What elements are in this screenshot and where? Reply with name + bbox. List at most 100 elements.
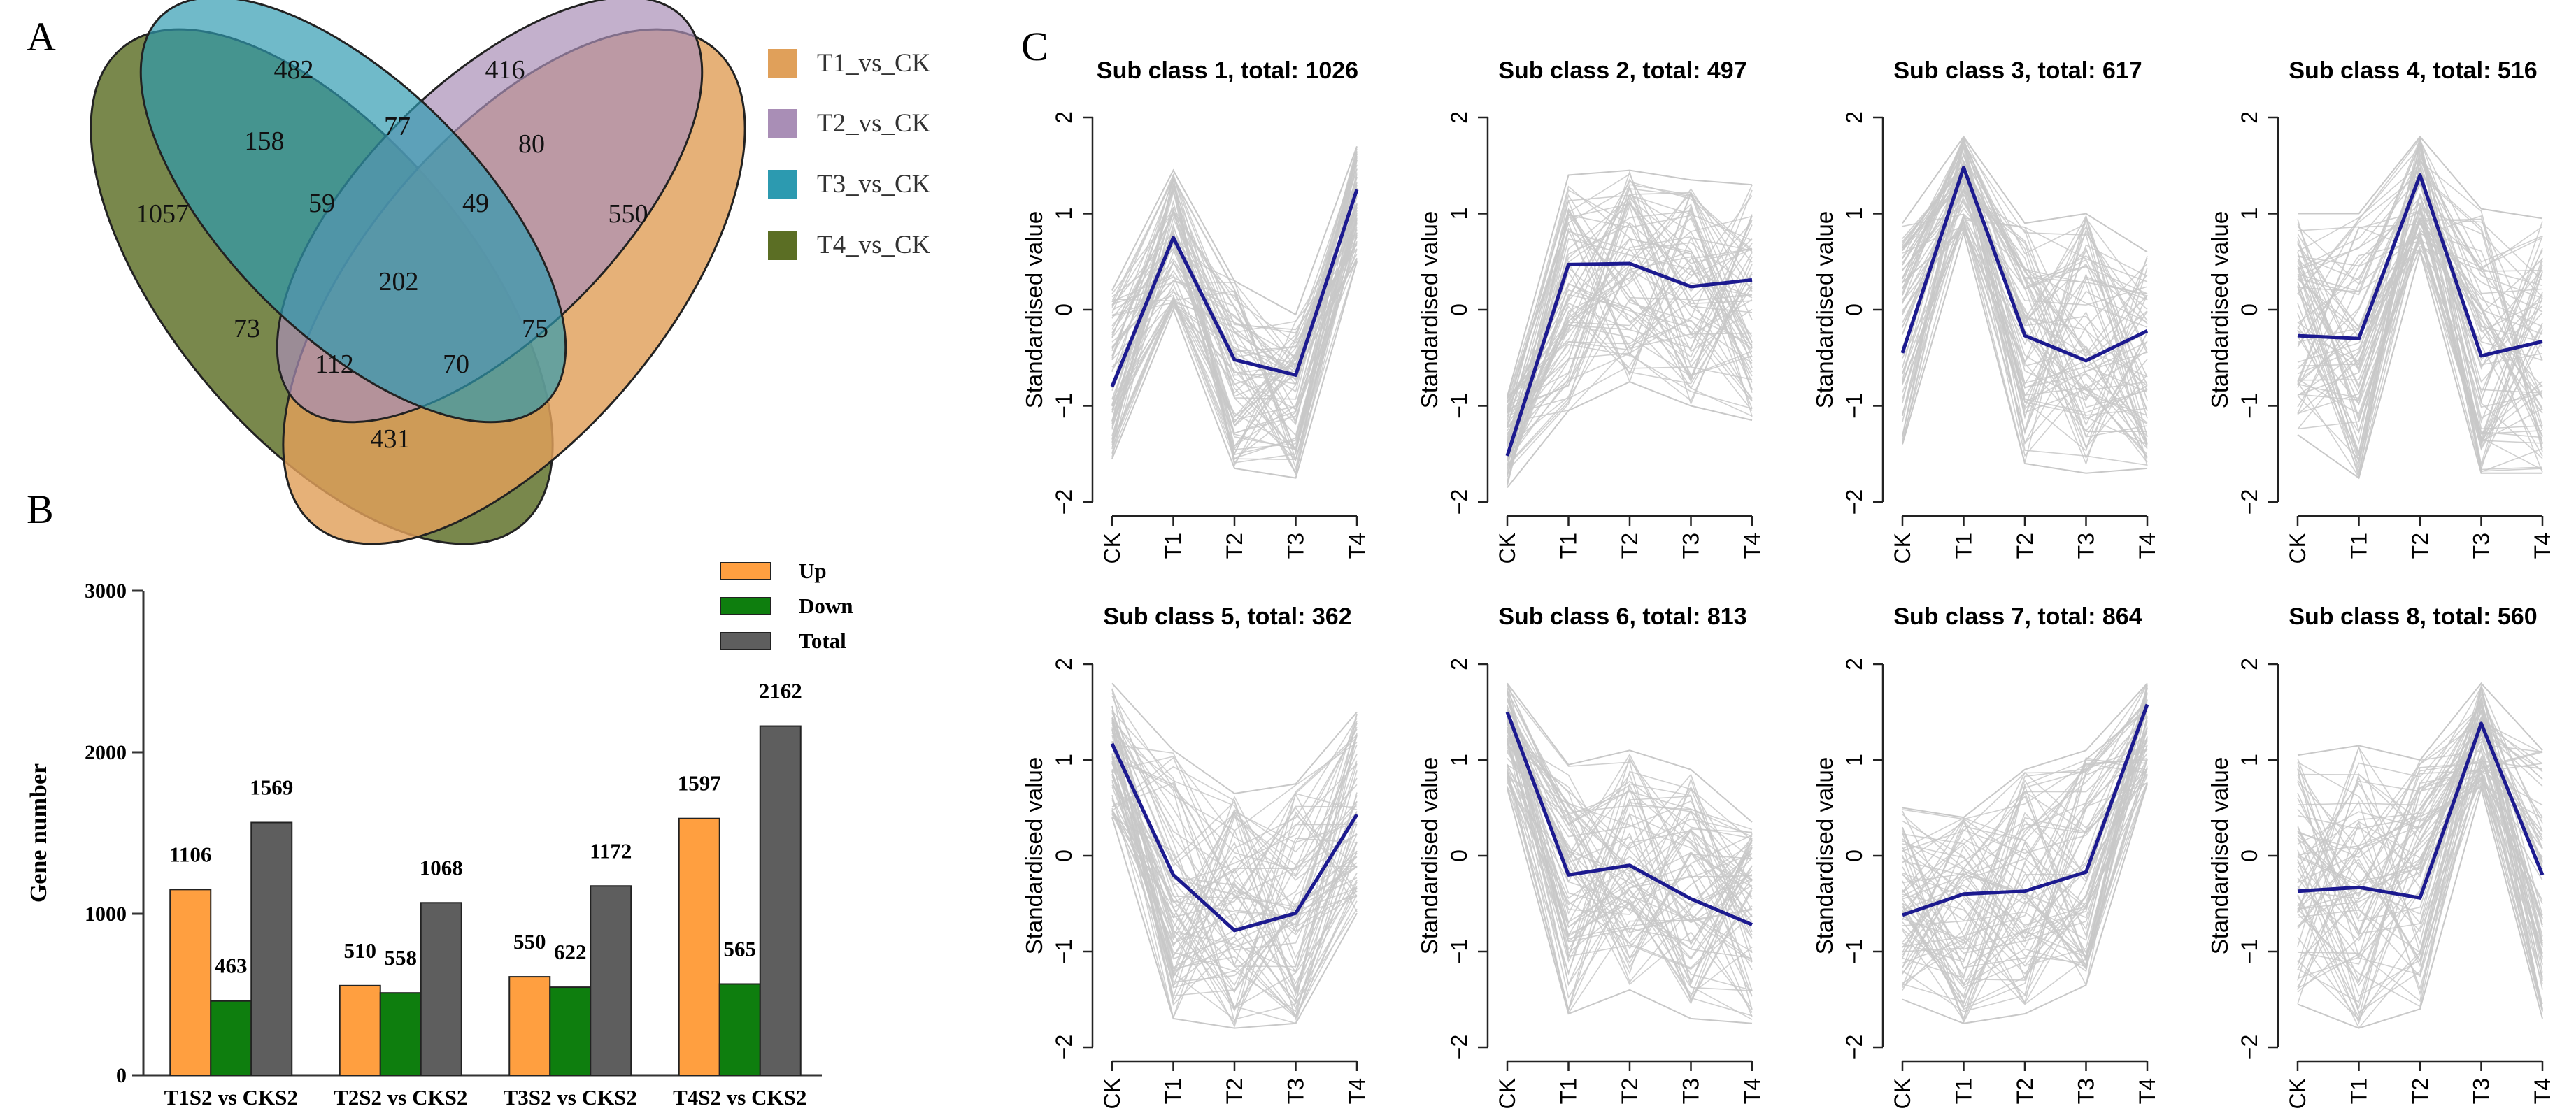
profile-y-tick-label: 2	[2237, 658, 2262, 670]
legend-swatch-t4	[768, 231, 797, 260]
profile-background-trace	[1507, 683, 1753, 970]
profile-background-trace	[1111, 183, 1358, 467]
bar-legend-swatch-up	[720, 562, 771, 580]
bar-value-label: 510	[344, 938, 377, 963]
profile-background-trace	[1111, 770, 1358, 958]
bar-value-label: 1106	[169, 842, 211, 866]
profile-x-tick-label: T3	[1679, 533, 1704, 559]
bar-up	[169, 889, 212, 1076]
profile-background-trace	[1507, 740, 1753, 1015]
profile-background-trace	[2297, 752, 2543, 920]
profile-background-trace	[1902, 687, 2148, 968]
profile-background-trace	[1111, 716, 1358, 918]
profile-y-tick-label: 1	[2237, 754, 2262, 766]
profile-y-tick-label: 2	[1842, 111, 1867, 124]
profile-background-trace	[1902, 170, 2148, 416]
profile-background-trace	[1111, 156, 1358, 412]
bar-x-tick-label: T1S2 vs CKS2	[164, 1085, 298, 1110]
profile-mean-line	[1505, 711, 1753, 926]
venn-t1-t3: 75	[522, 314, 548, 343]
profile-background-trace	[2297, 684, 2543, 979]
profile-subplot: −2 −1 0 1 2 CK T1 T2 T3 T4 Standardised value Sub c…	[1416, 57, 1765, 563]
profile-y-tick-label: 0	[1842, 849, 1867, 862]
profile-background-trace	[1902, 178, 2148, 466]
bar-down	[718, 983, 761, 1076]
venn-t1-t2-t3: 49	[462, 189, 489, 218]
profile-background-trace	[1111, 718, 1358, 947]
profile-subplot: −2 −1 0 1 2 CK T1 T2 T3 T4 Standardised value Sub c…	[2207, 603, 2555, 1109]
profile-background-trace	[1111, 160, 1358, 454]
profile-background-trace	[1507, 708, 1753, 928]
profile-y-tick-label: 0	[2237, 303, 2262, 316]
bar-total	[759, 725, 802, 1076]
profile-y-axis-title: Standardised value	[1021, 757, 1047, 955]
profile-background-trace	[1507, 287, 1753, 414]
profile-y-tick-label: 0	[1051, 849, 1076, 862]
profile-background-trace	[1507, 203, 1753, 452]
profile-y-tick-label: 0	[1446, 849, 1472, 862]
profile-x-tick-label: T4	[1739, 533, 1765, 559]
legend-label-t3: T3_vs_CK	[817, 170, 931, 199]
profile-x-tick-label: T4	[1344, 533, 1369, 559]
bar-chart: 0 1000 2000 3000 Gene number 1106 463 1569 T1S2 …	[26, 559, 853, 1110]
venn-t2-t3: 77	[384, 112, 411, 141]
profile-background-traces	[1507, 170, 1753, 486]
profile-envelope-upper	[2297, 682, 2543, 761]
profile-background-trace	[1902, 709, 2148, 900]
profile-envelope-lower	[1507, 788, 1753, 1024]
profile-background-trace	[2297, 217, 2543, 415]
profile-subplot: −2 −1 0 1 2 CK T1 T2 T3 T4 Standardised value Sub c…	[2207, 57, 2555, 563]
profile-envelope-lower	[2297, 249, 2542, 480]
profile-background-trace	[2297, 740, 2543, 1012]
profile-x-tick-label: T4	[2530, 1078, 2555, 1104]
profile-background-trace	[1507, 281, 1753, 474]
profile-y-tick-label: −1	[1842, 939, 1867, 964]
legend-label-t1: T1_vs_CK	[817, 49, 931, 78]
profile-envelope-lower	[1902, 784, 2148, 1024]
profile-background-trace	[1507, 198, 1753, 428]
profile-x-tick-label: T4	[2530, 533, 2555, 559]
profile-background-trace	[1111, 756, 1358, 877]
profile-subplot: −2 −1 0 1 2 CK T1 T2 T3 T4 Standardised value Sub c…	[1812, 57, 2160, 563]
profile-x-tick-label: T2	[1617, 1078, 1642, 1104]
profile-background-trace	[2297, 237, 2543, 338]
profile-background-trace	[1507, 723, 1753, 939]
venn-ellipse-t3	[139, 0, 567, 424]
profile-background-trace	[1111, 718, 1358, 930]
profile-background-trace	[1902, 745, 2148, 963]
profile-background-trace	[1507, 780, 1753, 906]
bar-up	[678, 817, 720, 1076]
profile-x-tick-label: T4	[1344, 1078, 1369, 1104]
profile-background-trace	[1111, 226, 1358, 450]
profile-mean-line	[2297, 173, 2543, 358]
profile-background-trace	[2297, 731, 2543, 981]
profile-y-tick-label: −2	[2237, 1035, 2262, 1060]
bar-value-label: 558	[385, 945, 418, 970]
profile-background-trace	[2297, 768, 2543, 933]
venn-t1-t4: 431	[371, 424, 411, 454]
profile-background-trace	[2297, 232, 2543, 440]
profile-background-trace	[1111, 175, 1358, 450]
profile-background-trace	[1902, 683, 2148, 999]
profile-background-trace	[1902, 732, 2148, 943]
profile-background-trace	[2297, 206, 2543, 435]
profile-envelope-lower	[1902, 230, 2148, 474]
bar-value-label: 565	[724, 936, 757, 961]
profile-background-trace	[2297, 761, 2543, 1010]
profile-y-tick-label: −1	[2237, 939, 2262, 964]
profile-background-trace	[1111, 220, 1358, 400]
venn-diagram: 1057 482 416 550 158 77 80 59 49 202 73 …	[90, 0, 746, 545]
profile-x-tick-label: T3	[2074, 533, 2099, 559]
profile-background-trace	[1902, 763, 2148, 820]
profile-background-trace	[1111, 722, 1358, 993]
legend-swatch-t3	[768, 170, 797, 199]
profile-grid: −2 −1 0 1 2 CK T1 T2 T3 T4 Standardised value Sub c…	[1021, 57, 2555, 1109]
profile-x-tick-label: T1	[1951, 533, 1977, 559]
bar-x-tick-label: T4S2 vs CKS2	[673, 1085, 806, 1110]
profile-background-trace	[1507, 687, 1753, 986]
profile-background-trace	[1507, 210, 1753, 413]
profile-background-trace	[1111, 734, 1358, 1004]
profile-y-tick-label: 2	[1446, 111, 1472, 124]
bar-value-label: 550	[513, 929, 546, 954]
